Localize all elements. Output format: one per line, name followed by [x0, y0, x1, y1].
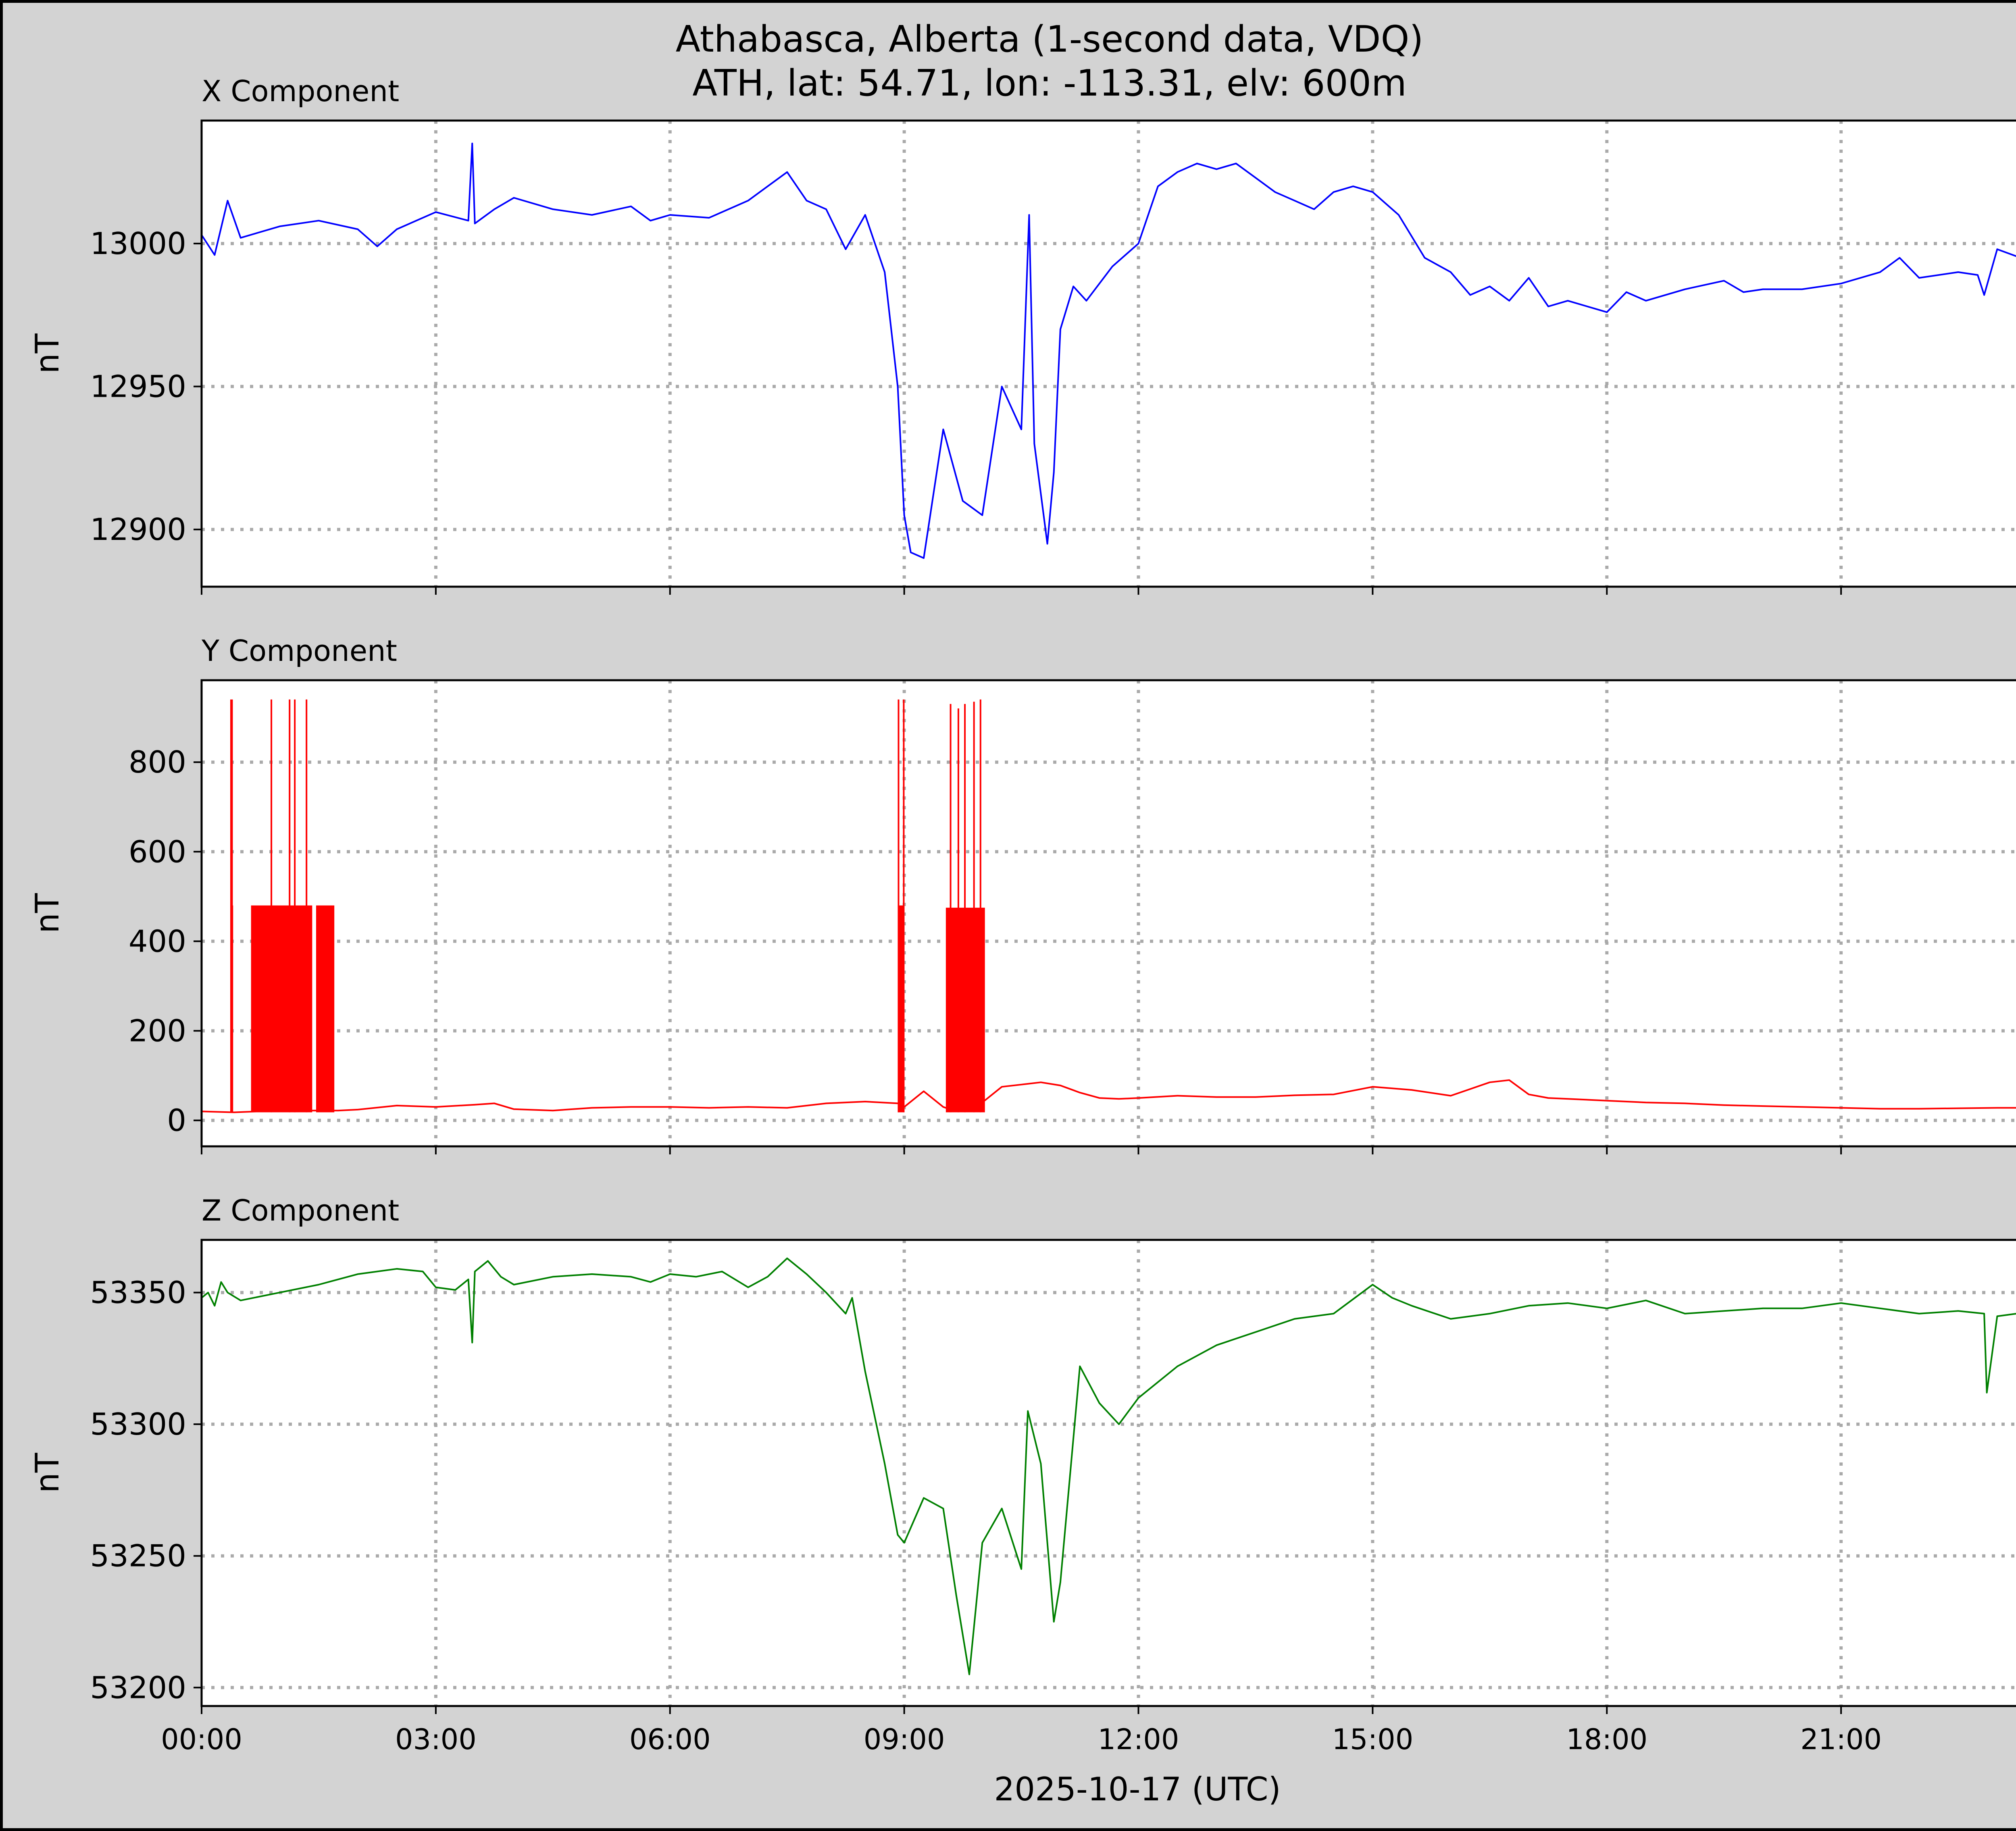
plot-frame	[200, 1239, 2016, 1707]
panel-2: Y Component nT 0 200 400 600 800	[29, 634, 2016, 1154]
y-tick-label: 53350	[90, 1275, 186, 1310]
series-spike	[306, 699, 308, 1112]
x-tick-label: 00:00	[161, 1723, 242, 1756]
plot-frame	[200, 119, 2016, 588]
panel-1: X Component nT 12900 12950 13000	[29, 74, 2016, 595]
series-line	[202, 142, 2016, 559]
y-tick-label: 53300	[90, 1406, 186, 1442]
series-spike	[898, 699, 900, 1112]
series-spike	[979, 699, 981, 1112]
x-tick-label: 15:00	[1332, 1723, 1414, 1756]
series-spike	[316, 905, 335, 1112]
y-tick-label: 13000	[90, 226, 186, 261]
x-tick-label: 21:00	[1800, 1723, 1882, 1756]
x-tick-label: 09:00	[864, 1723, 945, 1756]
y-tick-label: 12950	[90, 369, 186, 404]
x-tick-label: 12:00	[1098, 1723, 1179, 1756]
y-tick-label: 0	[167, 1103, 186, 1138]
y-axis-label: nT	[29, 893, 66, 933]
y-tick-label: 200	[129, 1013, 186, 1048]
y-tick-label: 12900	[90, 512, 186, 547]
plot-area	[202, 680, 2016, 1146]
panel-title: Y Component	[201, 634, 397, 668]
y-tick-label: 600	[129, 834, 186, 869]
panel-3: Z Component nT 00:00 03:00 06:00 09:00 12:00 15…	[29, 1194, 2016, 1756]
series-spike	[271, 699, 273, 1112]
panel-title: X Component	[202, 74, 399, 108]
series-spike	[964, 704, 966, 1112]
series-spike	[973, 702, 975, 1112]
series-spike	[231, 905, 233, 1112]
figure-title-line-1: Athabasca, Alberta (1-second data, VDQ)	[676, 18, 1424, 60]
x-tick-label: 18:00	[1566, 1723, 1647, 1756]
y-axis-label: nT	[29, 333, 66, 374]
y-tick-label: 53200	[90, 1670, 186, 1705]
y-tick-label: 800	[129, 744, 186, 780]
plot-area	[202, 1240, 2016, 1706]
series-spike	[251, 905, 312, 1112]
series-spike	[289, 699, 291, 1112]
plot-frame	[200, 679, 2016, 1148]
series-line	[202, 1079, 2016, 1113]
x-axis-label: 2025-10-17 (UTC)	[994, 1771, 1281, 1808]
magnetometer-plot: Athabasca, Alberta (1-second data, VDQ) …	[29, 18, 2016, 1808]
panel-title: Z Component	[202, 1194, 399, 1227]
x-tick-label: 06:00	[629, 1723, 711, 1756]
plot-area	[202, 121, 2016, 587]
y-tick-label: 53250	[90, 1538, 186, 1574]
series-line	[202, 1257, 2016, 1675]
series-spike	[950, 704, 952, 1112]
x-tick-label: 03:00	[395, 1723, 477, 1756]
series-spike	[903, 699, 905, 1112]
y-axis-label: nT	[29, 1452, 66, 1493]
series-spike	[294, 699, 296, 1112]
figure-title-line-2: ATH, lat: 54.71, lon: -113.31, elv: 600m	[692, 62, 1406, 104]
y-tick-label: 400	[129, 923, 186, 959]
series-spike	[898, 905, 904, 1112]
series-spike	[957, 708, 959, 1112]
